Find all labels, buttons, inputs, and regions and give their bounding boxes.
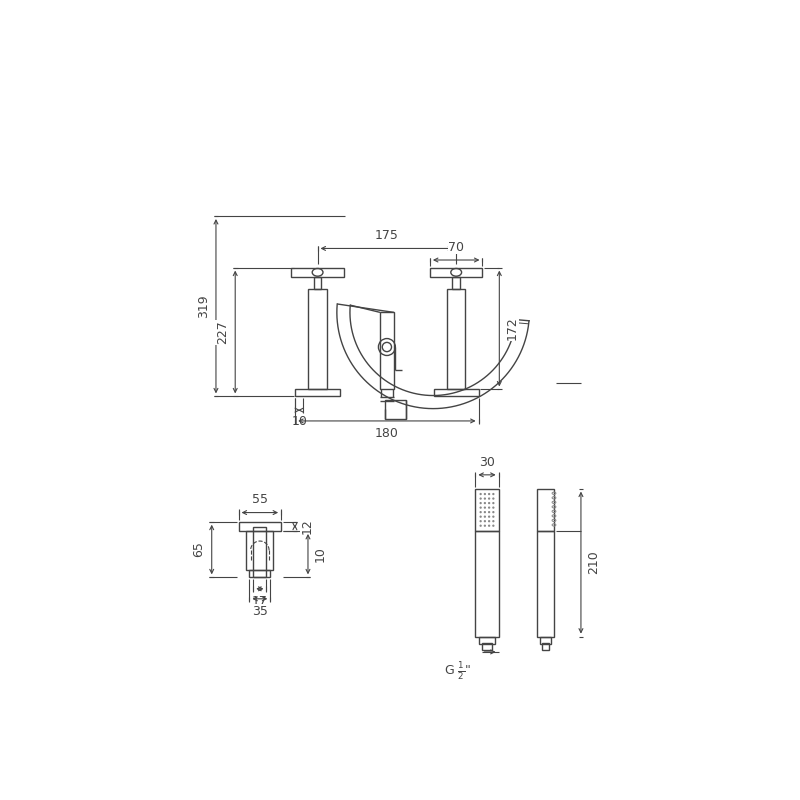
Bar [246, 531, 274, 570]
Text: 319: 319 [197, 294, 210, 318]
Circle shape [488, 525, 490, 527]
Text: 210: 210 [587, 550, 600, 574]
Text: 10: 10 [314, 546, 327, 562]
Bar [308, 290, 327, 390]
Circle shape [492, 511, 494, 514]
Circle shape [488, 506, 490, 509]
Text: 65: 65 [193, 542, 206, 558]
Circle shape [484, 520, 486, 522]
Bar [542, 642, 550, 650]
Bar [540, 637, 551, 644]
Circle shape [484, 493, 486, 495]
Bar [475, 531, 498, 637]
Text: 30: 30 [479, 456, 495, 469]
Text: 227: 227 [216, 320, 229, 344]
Text: 175: 175 [375, 230, 399, 242]
Text: 10: 10 [291, 414, 307, 428]
Bar [537, 531, 554, 637]
Circle shape [492, 498, 494, 500]
Circle shape [492, 520, 494, 522]
Bar [447, 290, 466, 390]
Bar [434, 390, 478, 396]
Circle shape [479, 515, 482, 518]
Circle shape [488, 520, 490, 522]
Circle shape [479, 520, 482, 522]
Circle shape [484, 515, 486, 518]
Text: 180: 180 [375, 427, 399, 440]
Bar [295, 390, 340, 396]
Bar [479, 637, 494, 644]
Circle shape [488, 515, 490, 518]
Bar [430, 268, 482, 277]
Bar [254, 527, 266, 578]
Circle shape [479, 511, 482, 514]
Circle shape [488, 511, 490, 514]
Text: 12: 12 [301, 518, 314, 534]
Circle shape [492, 525, 494, 527]
Circle shape [492, 506, 494, 509]
Circle shape [488, 498, 490, 500]
Circle shape [488, 502, 490, 504]
Text: 172: 172 [506, 317, 518, 341]
Bar [452, 277, 460, 290]
Circle shape [484, 525, 486, 527]
Circle shape [488, 493, 490, 495]
Text: 35: 35 [252, 605, 268, 618]
Bar [380, 312, 394, 390]
Circle shape [479, 502, 482, 504]
Circle shape [484, 498, 486, 500]
Bar [475, 489, 498, 531]
Circle shape [479, 525, 482, 527]
Circle shape [484, 502, 486, 504]
Bar [537, 489, 554, 531]
Text: 55: 55 [252, 494, 268, 506]
Circle shape [492, 493, 494, 495]
Bar [385, 400, 406, 418]
Circle shape [492, 502, 494, 504]
Circle shape [484, 511, 486, 514]
Circle shape [479, 506, 482, 509]
Text: 17: 17 [252, 595, 268, 608]
Circle shape [484, 506, 486, 509]
Circle shape [479, 493, 482, 495]
Circle shape [492, 515, 494, 518]
Bar [238, 522, 281, 531]
Bar [314, 277, 322, 290]
Text: G $\frac{1}{2}$": G $\frac{1}{2}$" [444, 660, 472, 682]
Bar [482, 642, 492, 650]
Text: 70: 70 [448, 241, 464, 254]
Bar [291, 268, 344, 277]
Circle shape [479, 498, 482, 500]
Bar [250, 570, 270, 578]
